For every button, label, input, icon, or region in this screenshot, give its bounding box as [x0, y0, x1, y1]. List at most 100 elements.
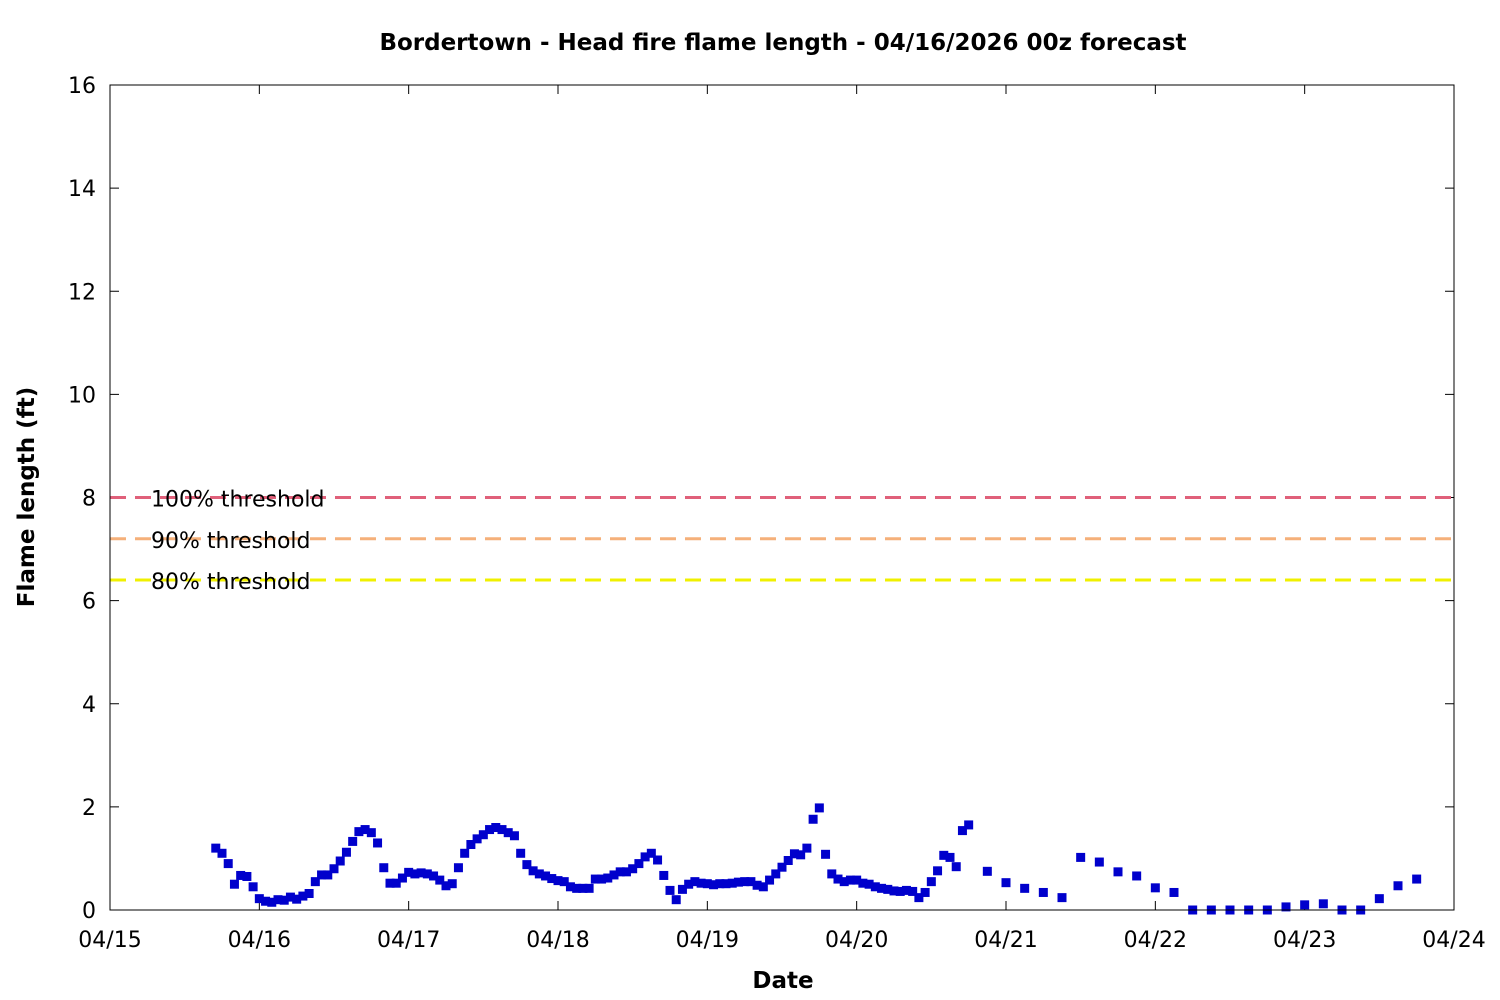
data-point: [1132, 871, 1142, 881]
data-point: [304, 889, 314, 898]
data-point: [597, 874, 607, 884]
data-point: [565, 882, 575, 892]
threshold-lines: 100% threshold 90% threshold 80% threshold: [110, 488, 1454, 595]
data-point: [765, 875, 775, 885]
data-point: [466, 840, 476, 850]
data-point: [634, 859, 644, 869]
data-point: [229, 879, 239, 889]
data-point: [615, 867, 625, 877]
data-point: [945, 852, 955, 862]
data-point: [777, 862, 787, 872]
data-point: [1113, 867, 1123, 877]
data-point: [839, 877, 849, 887]
data-point: [821, 849, 831, 859]
data-point: [920, 887, 930, 897]
data-point: [547, 874, 557, 884]
x-axis-label: Date: [752, 968, 813, 994]
x-tick-label: 04/22: [1124, 928, 1187, 953]
data-point: [690, 877, 700, 887]
x-tick-label: 04/21: [974, 928, 1037, 953]
data-point: [758, 882, 768, 892]
data-point: [789, 849, 799, 859]
x-tick-label: 04/23: [1273, 928, 1336, 953]
y-tick-label: 0: [82, 899, 96, 924]
y-tick-label: 2: [82, 796, 96, 821]
data-point: [603, 873, 613, 883]
data-point: [516, 848, 526, 858]
data-point: [273, 895, 283, 905]
data-point: [254, 894, 264, 904]
data-point: [640, 852, 650, 862]
x-tick-label: 04/16: [228, 928, 291, 953]
data-point: [366, 828, 376, 838]
data-point: [472, 834, 482, 844]
data-point: [1150, 883, 1160, 893]
data-point: [1281, 902, 1291, 912]
data-point: [783, 856, 793, 865]
data-point: [1300, 900, 1310, 910]
data-point: [385, 878, 395, 888]
data-point: [1001, 878, 1011, 888]
y-tick-label: 16: [68, 74, 96, 99]
data-point: [702, 879, 712, 889]
plot-frame: [109, 84, 1455, 911]
data-point: [1057, 893, 1067, 903]
data-points: [211, 803, 1422, 915]
data-point: [503, 828, 513, 838]
data-point: [833, 874, 843, 884]
data-point: [435, 875, 445, 885]
data-point: [665, 885, 675, 895]
data-point: [572, 883, 582, 893]
y-tick-label: 10: [68, 383, 96, 408]
data-point: [422, 869, 432, 879]
data-point: [478, 830, 488, 840]
data-point: [814, 803, 824, 813]
data-point: [441, 881, 451, 891]
x-tick-label: 04/17: [377, 928, 440, 953]
data-point: [223, 859, 233, 869]
data-point: [1076, 852, 1086, 862]
data-point: [279, 895, 289, 905]
data-point: [404, 867, 414, 877]
data-point: [1412, 874, 1422, 884]
data-point: [845, 875, 855, 885]
data-point: [752, 880, 762, 890]
data-point: [410, 869, 420, 879]
data-point: [939, 850, 949, 860]
data-point: [379, 863, 389, 873]
data-point: [292, 894, 302, 904]
data-point: [733, 877, 743, 887]
data-point: [248, 882, 258, 892]
data-point: [491, 823, 501, 832]
data-point: [341, 847, 351, 857]
data-point: [416, 868, 426, 878]
data-point: [397, 873, 407, 883]
data-point: [914, 893, 924, 903]
data-point: [628, 864, 638, 874]
data-point: [447, 879, 457, 889]
data-point: [1020, 883, 1030, 893]
data-point: [901, 885, 911, 895]
data-point: [933, 866, 943, 876]
data-point: [926, 877, 936, 887]
data-point: [1094, 857, 1104, 867]
data-point: [908, 886, 918, 896]
data-point: [852, 875, 862, 885]
data-point: [653, 855, 663, 865]
data-point: [1374, 894, 1384, 904]
data-point: [621, 867, 631, 877]
data-point: [310, 877, 320, 887]
data-point: [261, 896, 271, 906]
data-point: [429, 871, 439, 881]
data-point: [746, 877, 756, 887]
chart-title: Bordertown - Head fire flame length - 04…: [379, 30, 1186, 56]
data-point: [864, 879, 874, 889]
data-point: [870, 882, 880, 892]
data-point: [335, 856, 345, 866]
axis-ticks: 04/15 04/16 04/17 04/18 04/19 04/20 04/21 04/22…: [68, 74, 1486, 953]
data-point: [671, 895, 681, 905]
x-tick-label: 04/18: [526, 928, 589, 953]
y-tick-label: 4: [82, 693, 96, 718]
data-point: [323, 870, 333, 880]
